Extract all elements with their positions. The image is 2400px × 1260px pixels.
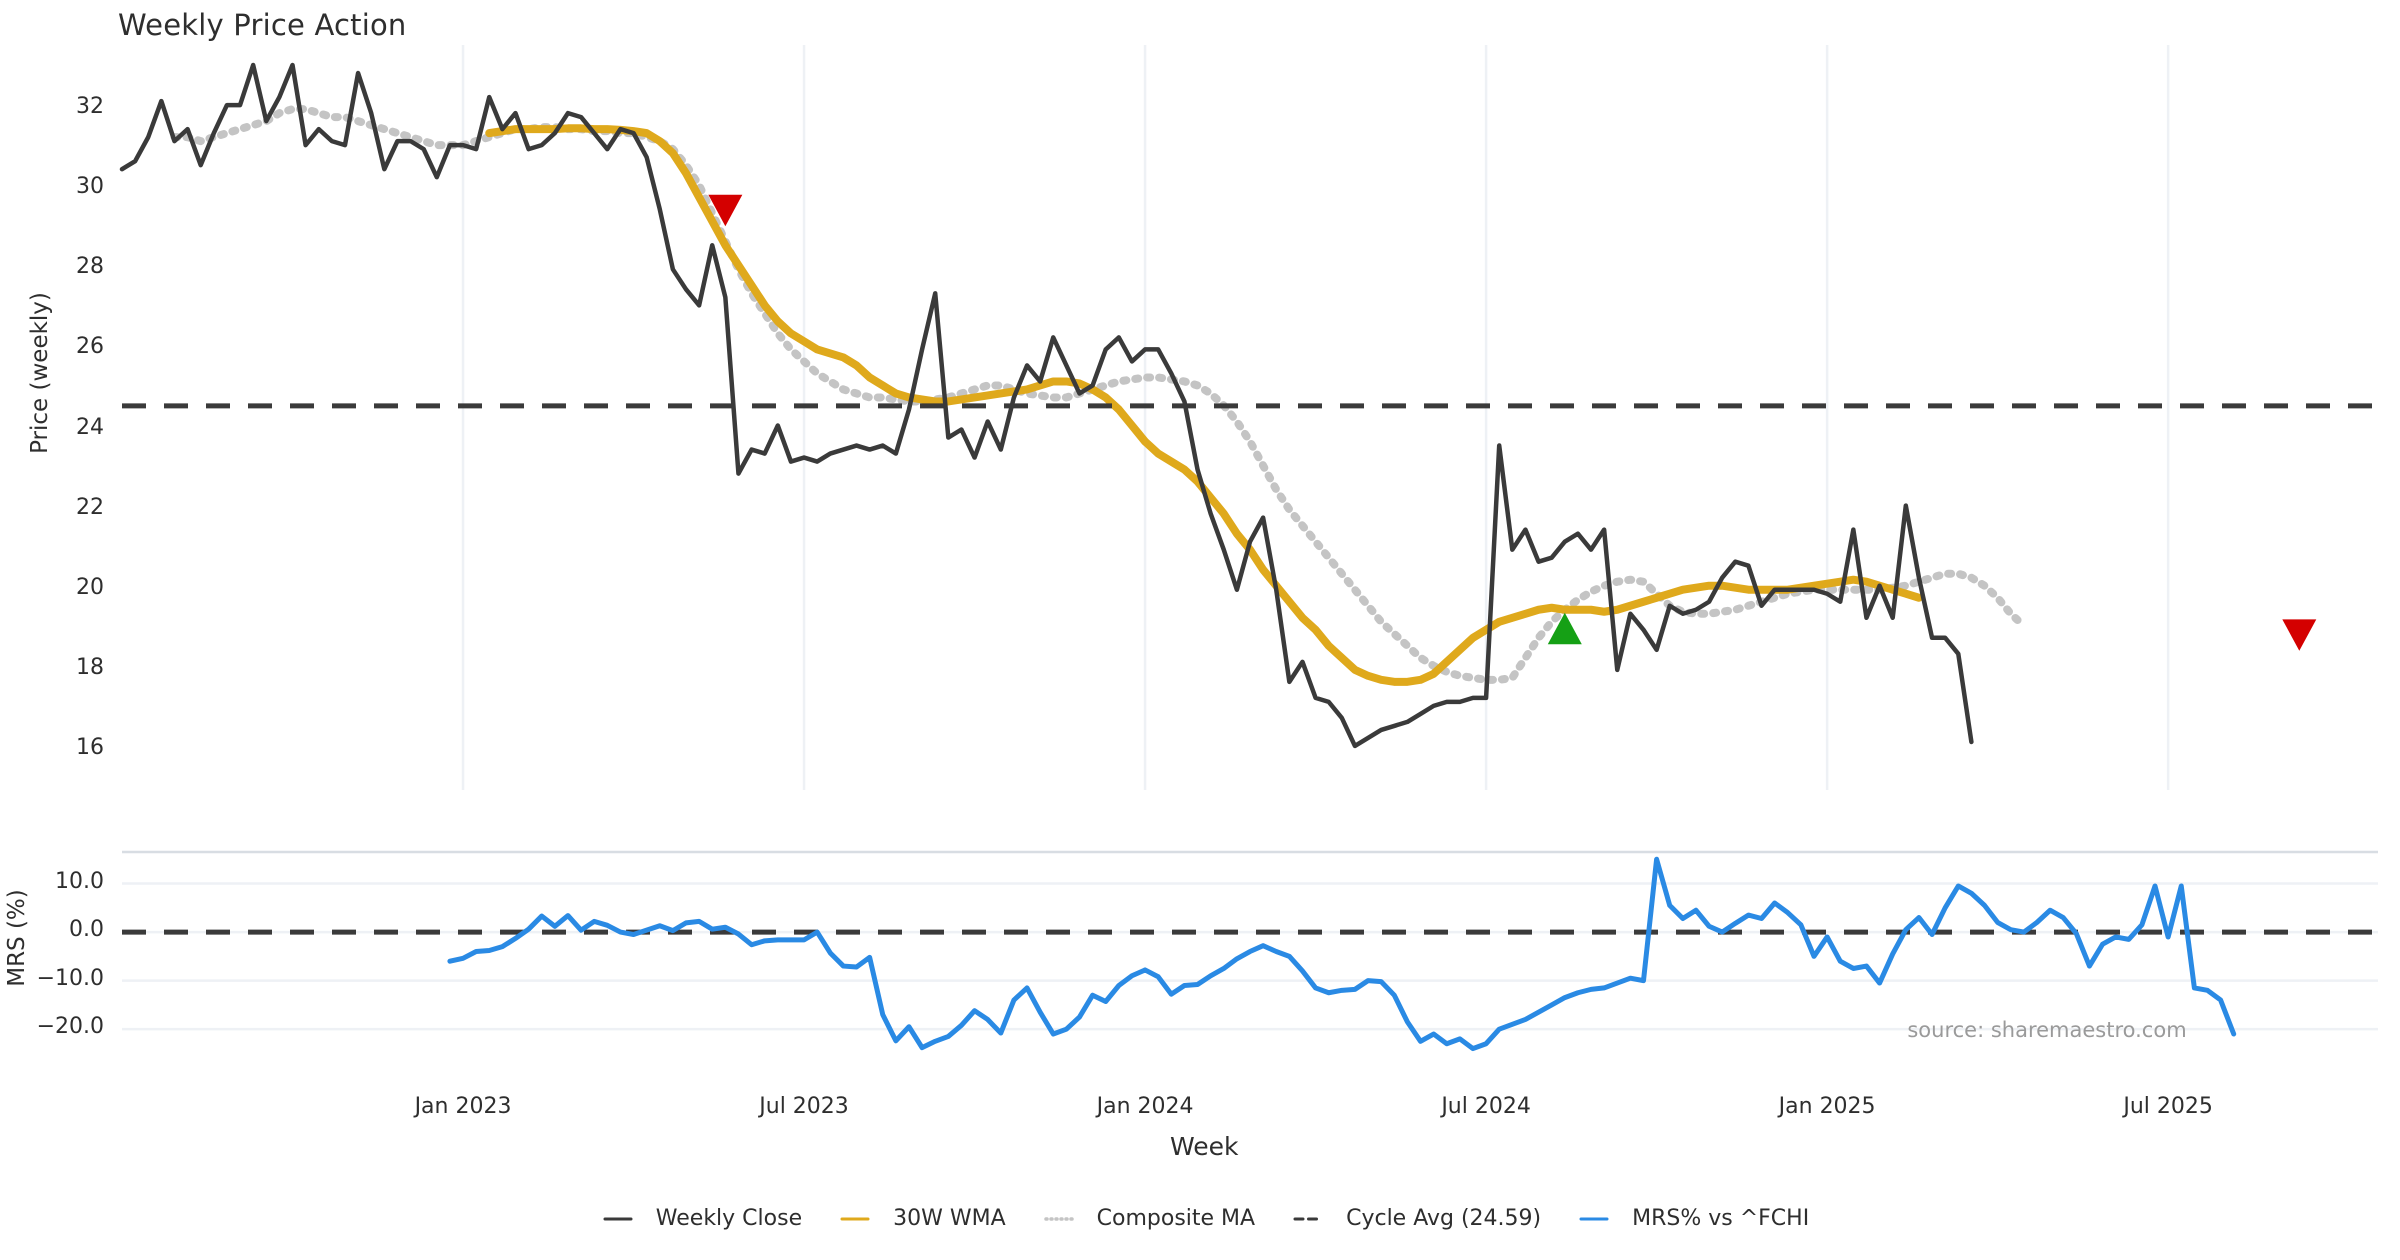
chart-title: Weekly Price Action	[118, 8, 407, 42]
legend-label: Composite MA	[1096, 1206, 1256, 1231]
x-tick: Jan 2023	[414, 1094, 512, 1119]
y-tick-price: 20	[76, 574, 104, 600]
y-tick-price: 26	[76, 334, 104, 360]
series-mrs-percent	[447, 856, 2237, 1052]
legend-item[interactable]: Weekly Close	[591, 1206, 802, 1231]
legend-label: Cycle Avg (24.59)	[1346, 1206, 1542, 1231]
legend-swatch-solid	[603, 1217, 633, 1220]
sell-signal-marker	[708, 194, 743, 227]
y-tick-price: 18	[76, 654, 104, 680]
sell-signal-marker	[2282, 619, 2317, 651]
y-tick-price: 32	[76, 94, 104, 120]
series-composite-ma	[170, 105, 2028, 684]
legend-label: Weekly Close	[655, 1206, 803, 1231]
y-tick-price: 30	[76, 174, 104, 200]
y-tick-price: 28	[76, 254, 104, 280]
x-tick: Jan 2025	[1778, 1094, 1876, 1119]
buy-signal-marker	[1547, 612, 1582, 645]
x-tick: Jan 2024	[1096, 1094, 1194, 1119]
chart-legend: Weekly Close 30W WMA Composite MA Cycle Avg…	[0, 1206, 2400, 1231]
x-axis-label: Week	[1170, 1132, 1239, 1161]
x-tick: Jul 2024	[1441, 1094, 1531, 1119]
legend-item[interactable]: Composite MA	[1032, 1206, 1255, 1231]
y-tick-price: 22	[76, 494, 104, 520]
y-tick-mrs: 0.0	[69, 917, 104, 943]
legend-item[interactable]: MRS% vs ^FCHI	[1567, 1206, 1809, 1231]
series-30w-wma	[485, 124, 1923, 686]
y-tick-mrs: −20.0	[36, 1014, 104, 1040]
y-tick-price: 16	[76, 734, 104, 760]
legend-swatch-dotted	[1043, 1216, 1074, 1221]
y-tick-price: 24	[76, 414, 104, 440]
series-weekly-close	[119, 62, 1974, 749]
x-tick: Jul 2023	[759, 1094, 849, 1119]
legend-label: MRS% vs ^FCHI	[1632, 1206, 1810, 1231]
gridlines	[122, 45, 2378, 1031]
legend-swatch-solid	[840, 1217, 870, 1220]
y-tick-mrs: 10.0	[55, 868, 104, 894]
legend-label: 30W WMA	[893, 1206, 1006, 1231]
source-watermark: source: sharemaestro.com	[1907, 1018, 2187, 1042]
legend-item[interactable]: Cycle Avg (24.59)	[1281, 1206, 1541, 1231]
legend-swatch-solid	[1579, 1217, 1609, 1220]
y-tick-mrs: −10.0	[36, 965, 104, 991]
legend-swatch-dashed	[1293, 1217, 1323, 1220]
x-tick: Jul 2025	[2123, 1094, 2213, 1119]
legend-item[interactable]: 30W WMA	[828, 1206, 1006, 1231]
